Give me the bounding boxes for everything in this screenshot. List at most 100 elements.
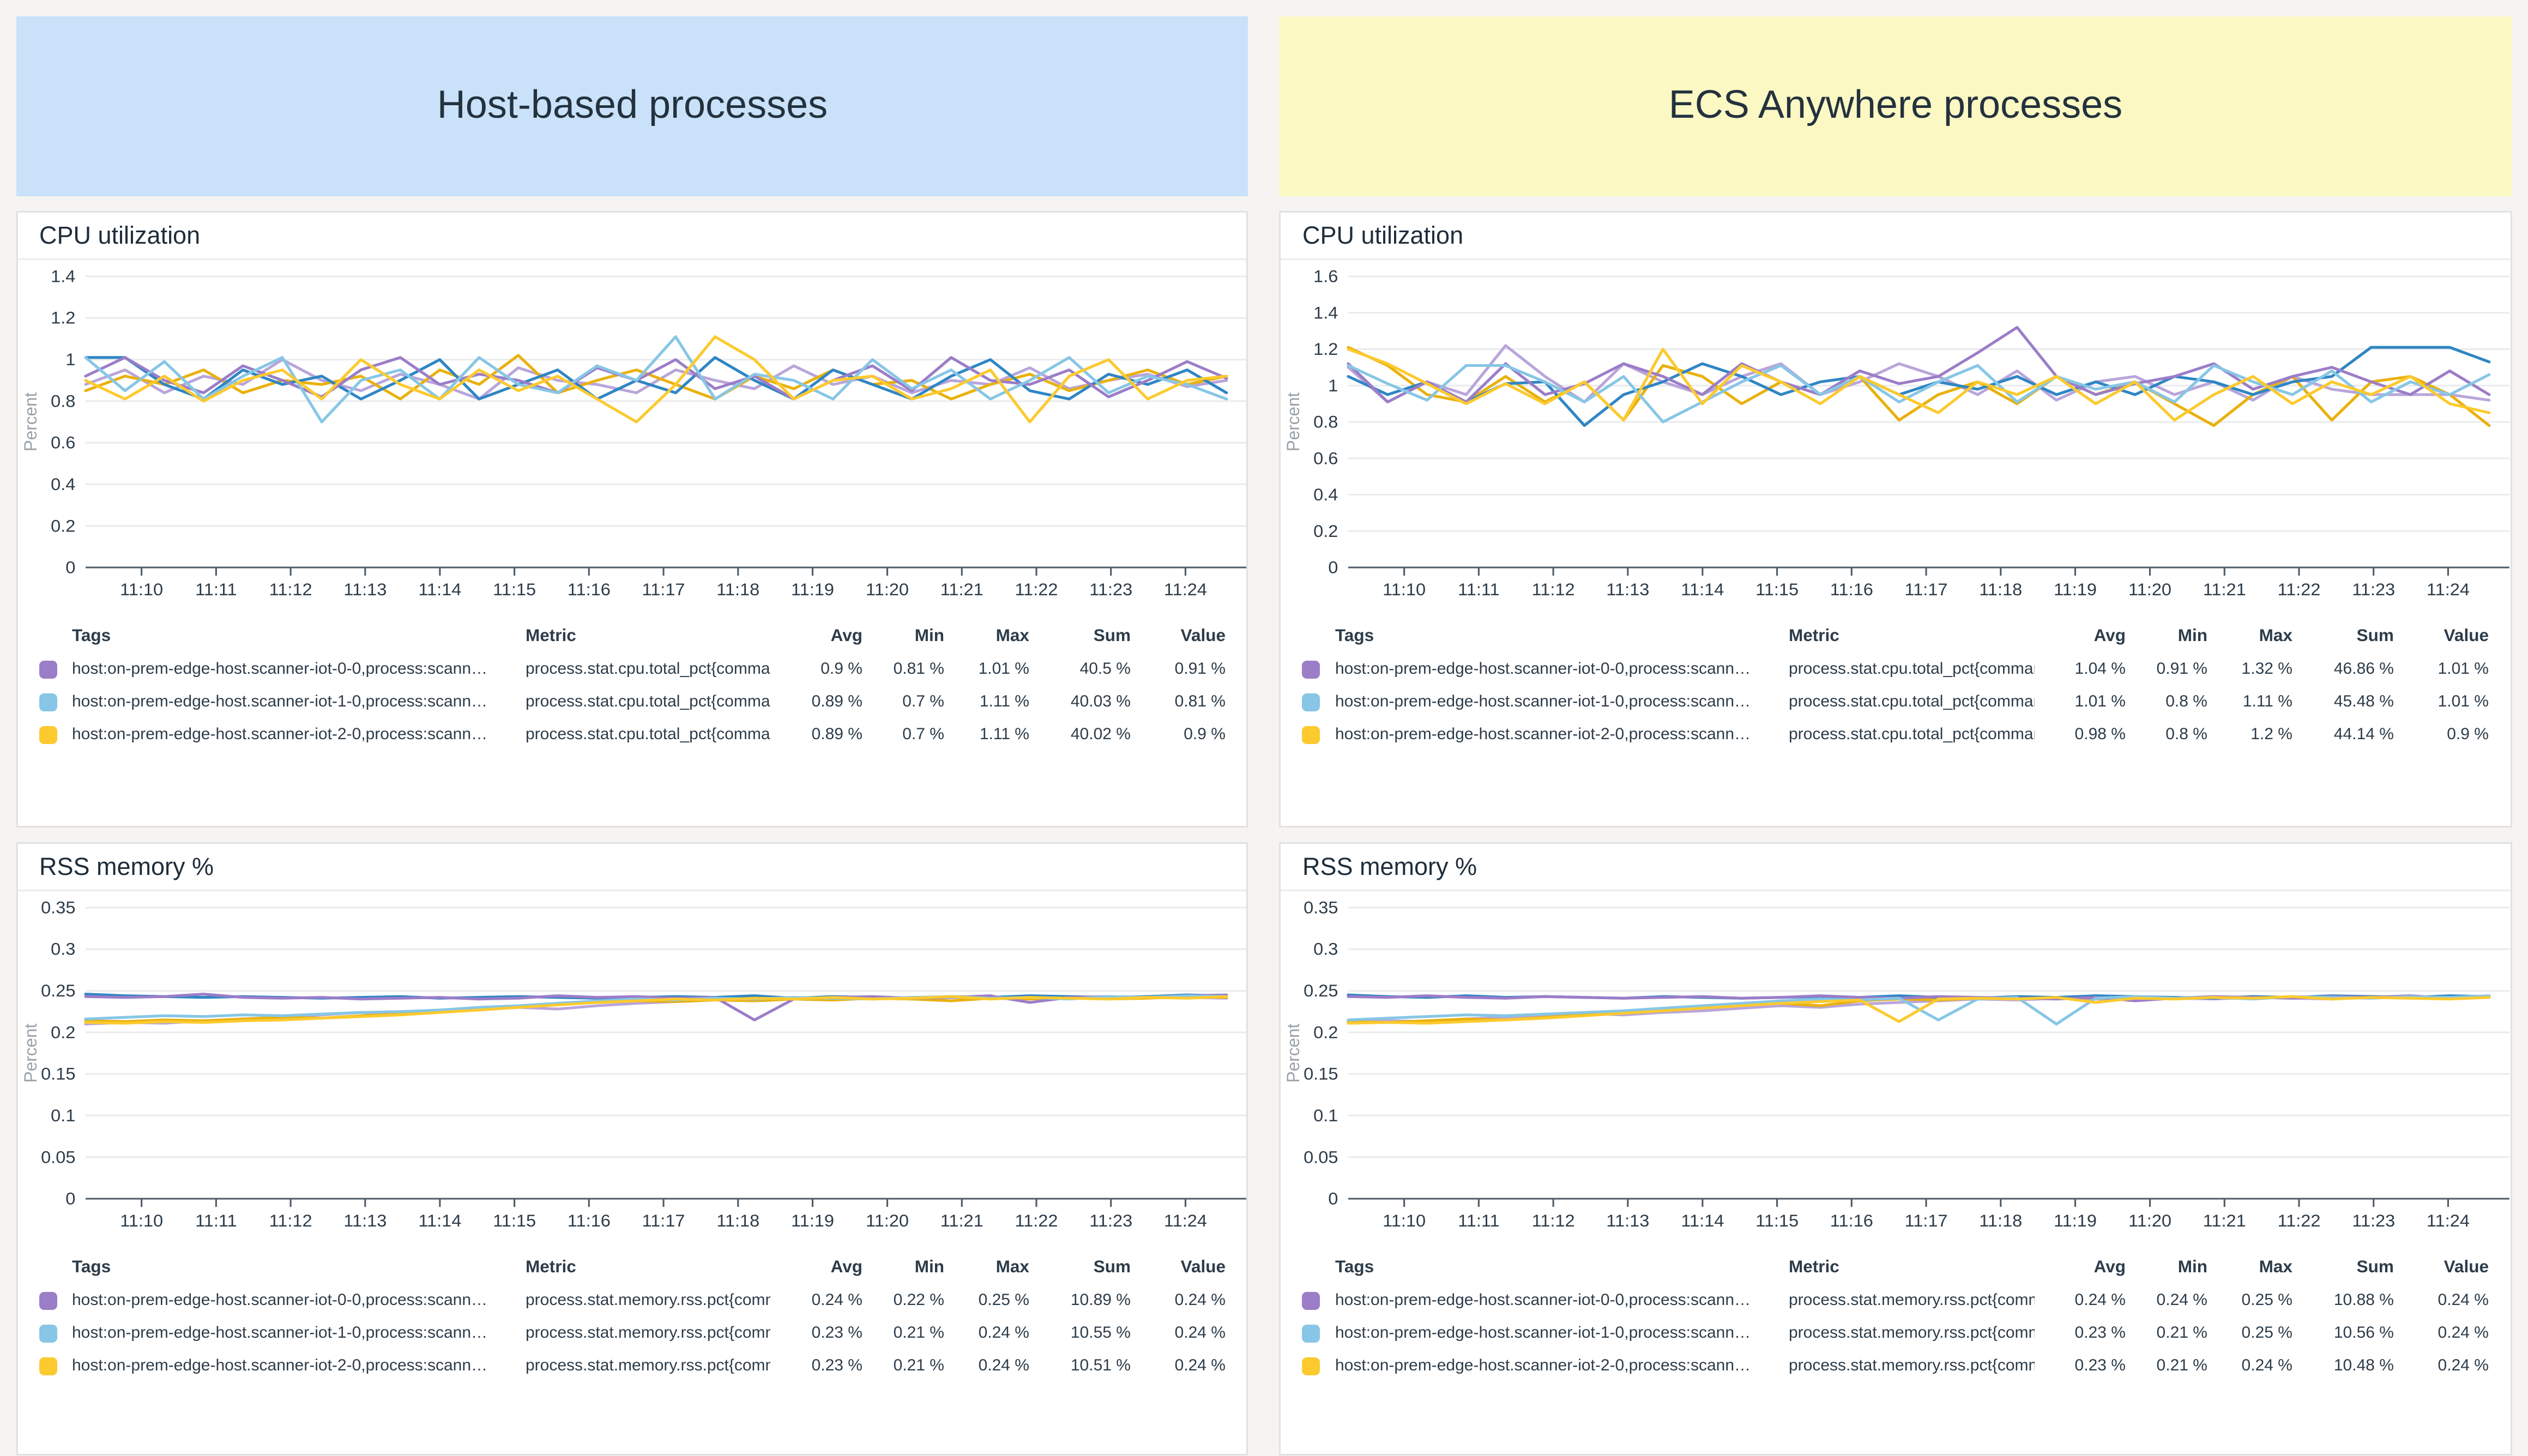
svg-text:11:18: 11:18 bbox=[716, 1211, 759, 1230]
svg-text:11:23: 11:23 bbox=[1089, 579, 1132, 599]
svg-text:11:16: 11:16 bbox=[1831, 1211, 1874, 1230]
chart-title: CPU utilization bbox=[18, 213, 1247, 260]
legend-col-max: Max bbox=[995, 1258, 1029, 1277]
svg-text:11:15: 11:15 bbox=[1756, 1211, 1799, 1230]
legend-max: 0.24 % bbox=[978, 1324, 1029, 1342]
widget-cpu-host: CPU utilization 0 0.2 0.4 0.6 0.8 1 1.2 1.4 11:1… bbox=[16, 211, 1248, 827]
legend-value: 1.01 % bbox=[2438, 692, 2489, 711]
svg-text:11:22: 11:22 bbox=[1015, 579, 1058, 599]
legend-row[interactable]: host:on-prem-edge-host.scanner-iot-1-0,p… bbox=[1302, 1316, 2489, 1349]
legend-col-avg: Avg bbox=[830, 626, 862, 646]
legend-tags: host:on-prem-edge-host.scanner-iot-2-0,p… bbox=[1335, 1356, 1751, 1375]
legend-max: 0.24 % bbox=[978, 1356, 1029, 1375]
svg-text:11:15: 11:15 bbox=[1756, 579, 1799, 599]
svg-text:0.05: 0.05 bbox=[1304, 1147, 1338, 1167]
legend-row[interactable]: host:on-prem-edge-host.scanner-iot-0-0,p… bbox=[1302, 1284, 2489, 1316]
legend-value: 0.81 % bbox=[1174, 692, 1226, 711]
legend-avg: 1.01 % bbox=[2074, 692, 2126, 711]
svg-text:0.2: 0.2 bbox=[51, 1023, 75, 1042]
legend-metric: process.stat.memory.rss.pct{comm… bbox=[525, 1324, 771, 1342]
legend-row[interactable]: host:on-prem-edge-host.scanner-iot-2-0,p… bbox=[1302, 718, 2489, 751]
legend-rss-host: Tags Metric Avg Min Max Sum Value host:o… bbox=[18, 1241, 1247, 1382]
legend-metric: process.stat.memory.rss.pct{comm… bbox=[525, 1291, 771, 1309]
legend-row[interactable]: host:on-prem-edge-host.scanner-iot-2-0,p… bbox=[39, 1349, 1226, 1382]
legend-sum: 40.03 % bbox=[1070, 692, 1131, 711]
legend-tags: host:on-prem-edge-host.scanner-iot-0-0,p… bbox=[1335, 1291, 1751, 1309]
legend-col-max: Max bbox=[995, 626, 1029, 646]
svg-text:0.15: 0.15 bbox=[41, 1064, 75, 1083]
legend-metric: process.stat.cpu.total_pct{comman… bbox=[1788, 692, 2034, 711]
legend-max: 0.25 % bbox=[2241, 1291, 2292, 1309]
legend-row[interactable]: host:on-prem-edge-host.scanner-iot-1-0,p… bbox=[39, 1316, 1226, 1349]
series-color-swatch bbox=[39, 1324, 57, 1342]
svg-text:11:10: 11:10 bbox=[1383, 579, 1426, 599]
legend-col-value: Value bbox=[2443, 1258, 2489, 1277]
legend-max: 0.25 % bbox=[978, 1291, 1029, 1309]
legend-cpu-host: Tags Metric Avg Min Max Sum Value host:o… bbox=[18, 610, 1247, 751]
legend-avg: 0.89 % bbox=[811, 725, 862, 744]
legend-max: 1.11 % bbox=[2242, 692, 2292, 711]
legend-min: 0.81 % bbox=[893, 660, 944, 678]
chart-title: RSS memory % bbox=[18, 844, 1247, 891]
legend-row[interactable]: host:on-prem-edge-host.scanner-iot-1-0,p… bbox=[1302, 685, 2489, 718]
legend-header: Tags Metric Avg Min Max Sum Value bbox=[1302, 620, 2489, 653]
svg-text:11:18: 11:18 bbox=[1980, 579, 2023, 599]
series-color-swatch bbox=[1302, 725, 1320, 744]
legend-col-max: Max bbox=[2259, 626, 2292, 646]
legend-min: 0.21 % bbox=[2156, 1356, 2207, 1375]
legend-value: 0.24 % bbox=[2438, 1356, 2489, 1375]
legend-avg: 1.04 % bbox=[2074, 660, 2126, 678]
legend-min: 0.91 % bbox=[2156, 660, 2207, 678]
svg-text:11:17: 11:17 bbox=[1905, 579, 1948, 599]
legend-value: 0.24 % bbox=[2438, 1291, 2489, 1309]
svg-text:1: 1 bbox=[65, 350, 75, 369]
svg-text:11:23: 11:23 bbox=[1089, 1211, 1132, 1230]
svg-text:11:21: 11:21 bbox=[940, 1211, 984, 1230]
legend-row[interactable]: host:on-prem-edge-host.scanner-iot-0-0,p… bbox=[39, 1284, 1226, 1316]
legend-sum: 46.86 % bbox=[2333, 660, 2394, 678]
legend-avg: 0.24 % bbox=[2074, 1291, 2126, 1309]
svg-text:0: 0 bbox=[1329, 558, 1338, 577]
legend-tags: host:on-prem-edge-host.scanner-iot-1-0,p… bbox=[72, 1324, 488, 1342]
legend-tags: host:on-prem-edge-host.scanner-iot-1-0,p… bbox=[1335, 692, 1751, 711]
svg-text:0.35: 0.35 bbox=[41, 898, 75, 917]
legend-metric: process.stat.cpu.total_pct{comman… bbox=[1788, 725, 2034, 744]
legend-row[interactable]: host:on-prem-edge-host.scanner-iot-1-0,p… bbox=[39, 685, 1226, 718]
svg-text:11:22: 11:22 bbox=[2278, 579, 2321, 599]
svg-text:Percent: Percent bbox=[1284, 1024, 1304, 1083]
svg-text:11:12: 11:12 bbox=[269, 1211, 312, 1230]
rss-host-chart[interactable]: 0 0.05 0.1 0.15 0.2 0.25 0.3 0.35 11:10 11:11 11:1… bbox=[18, 895, 1247, 1241]
legend-sum: 40.5 % bbox=[1079, 660, 1131, 678]
legend-rows: host:on-prem-edge-host.scanner-iot-0-0,p… bbox=[1302, 1284, 2489, 1382]
rss-ecs-chart[interactable]: 0 0.05 0.1 0.15 0.2 0.25 0.3 0.35 11:10 11:11 11:1… bbox=[1281, 895, 2510, 1241]
legend-metric: process.stat.memory.rss.pct{comm… bbox=[1788, 1356, 2034, 1375]
legend-max: 1.11 % bbox=[979, 692, 1029, 711]
legend-header: Tags Metric Avg Min Max Sum Value bbox=[39, 1251, 1226, 1284]
svg-text:11:20: 11:20 bbox=[866, 1211, 909, 1230]
legend-row[interactable]: host:on-prem-edge-host.scanner-iot-0-0,p… bbox=[39, 653, 1226, 685]
note-ecs-anywhere: ECS Anywhere processes bbox=[1279, 16, 2512, 196]
cpu-host-chart[interactable]: 0 0.2 0.4 0.6 0.8 1 1.2 1.4 11:10 11:11 11:12 11:13… bbox=[18, 263, 1247, 610]
svg-text:11:23: 11:23 bbox=[2352, 579, 2396, 599]
legend-swatch-spacer bbox=[1302, 627, 1320, 645]
legend-col-tags: Tags bbox=[72, 1258, 111, 1277]
legend-metric: process.stat.memory.rss.pct{comm… bbox=[525, 1356, 771, 1375]
svg-text:11:20: 11:20 bbox=[2129, 579, 2172, 599]
svg-text:11:23: 11:23 bbox=[2352, 1211, 2396, 1230]
svg-text:1.6: 1.6 bbox=[1314, 267, 1338, 286]
legend-row[interactable]: host:on-prem-edge-host.scanner-iot-2-0,p… bbox=[1302, 1349, 2489, 1382]
legend-row[interactable]: host:on-prem-edge-host.scanner-iot-2-0,p… bbox=[39, 718, 1226, 751]
legend-col-sum: Sum bbox=[1093, 1258, 1131, 1277]
svg-text:11:14: 11:14 bbox=[1681, 1211, 1724, 1230]
svg-text:11:21: 11:21 bbox=[2204, 579, 2247, 599]
legend-tags: host:on-prem-edge-host.scanner-iot-2-0,p… bbox=[1335, 725, 1751, 744]
widget-rss-host: RSS memory % 0 0.05 0.1 0.15 0.2 0.25 0.3 0.35 1… bbox=[16, 842, 1248, 1455]
svg-text:11:11: 11:11 bbox=[1458, 1211, 1500, 1230]
svg-text:0.1: 0.1 bbox=[51, 1105, 75, 1125]
legend-row[interactable]: host:on-prem-edge-host.scanner-iot-0-0,p… bbox=[1302, 653, 2489, 685]
legend-tags: host:on-prem-edge-host.scanner-iot-2-0,p… bbox=[72, 725, 488, 744]
cpu-ecs-chart[interactable]: 0 0.2 0.4 0.6 0.8 1 1.2 1.4 1.6 11:10 11:11 11:12 11… bbox=[1281, 263, 2510, 610]
legend-col-value: Value bbox=[2443, 626, 2489, 646]
legend-value: 1.01 % bbox=[2438, 660, 2489, 678]
